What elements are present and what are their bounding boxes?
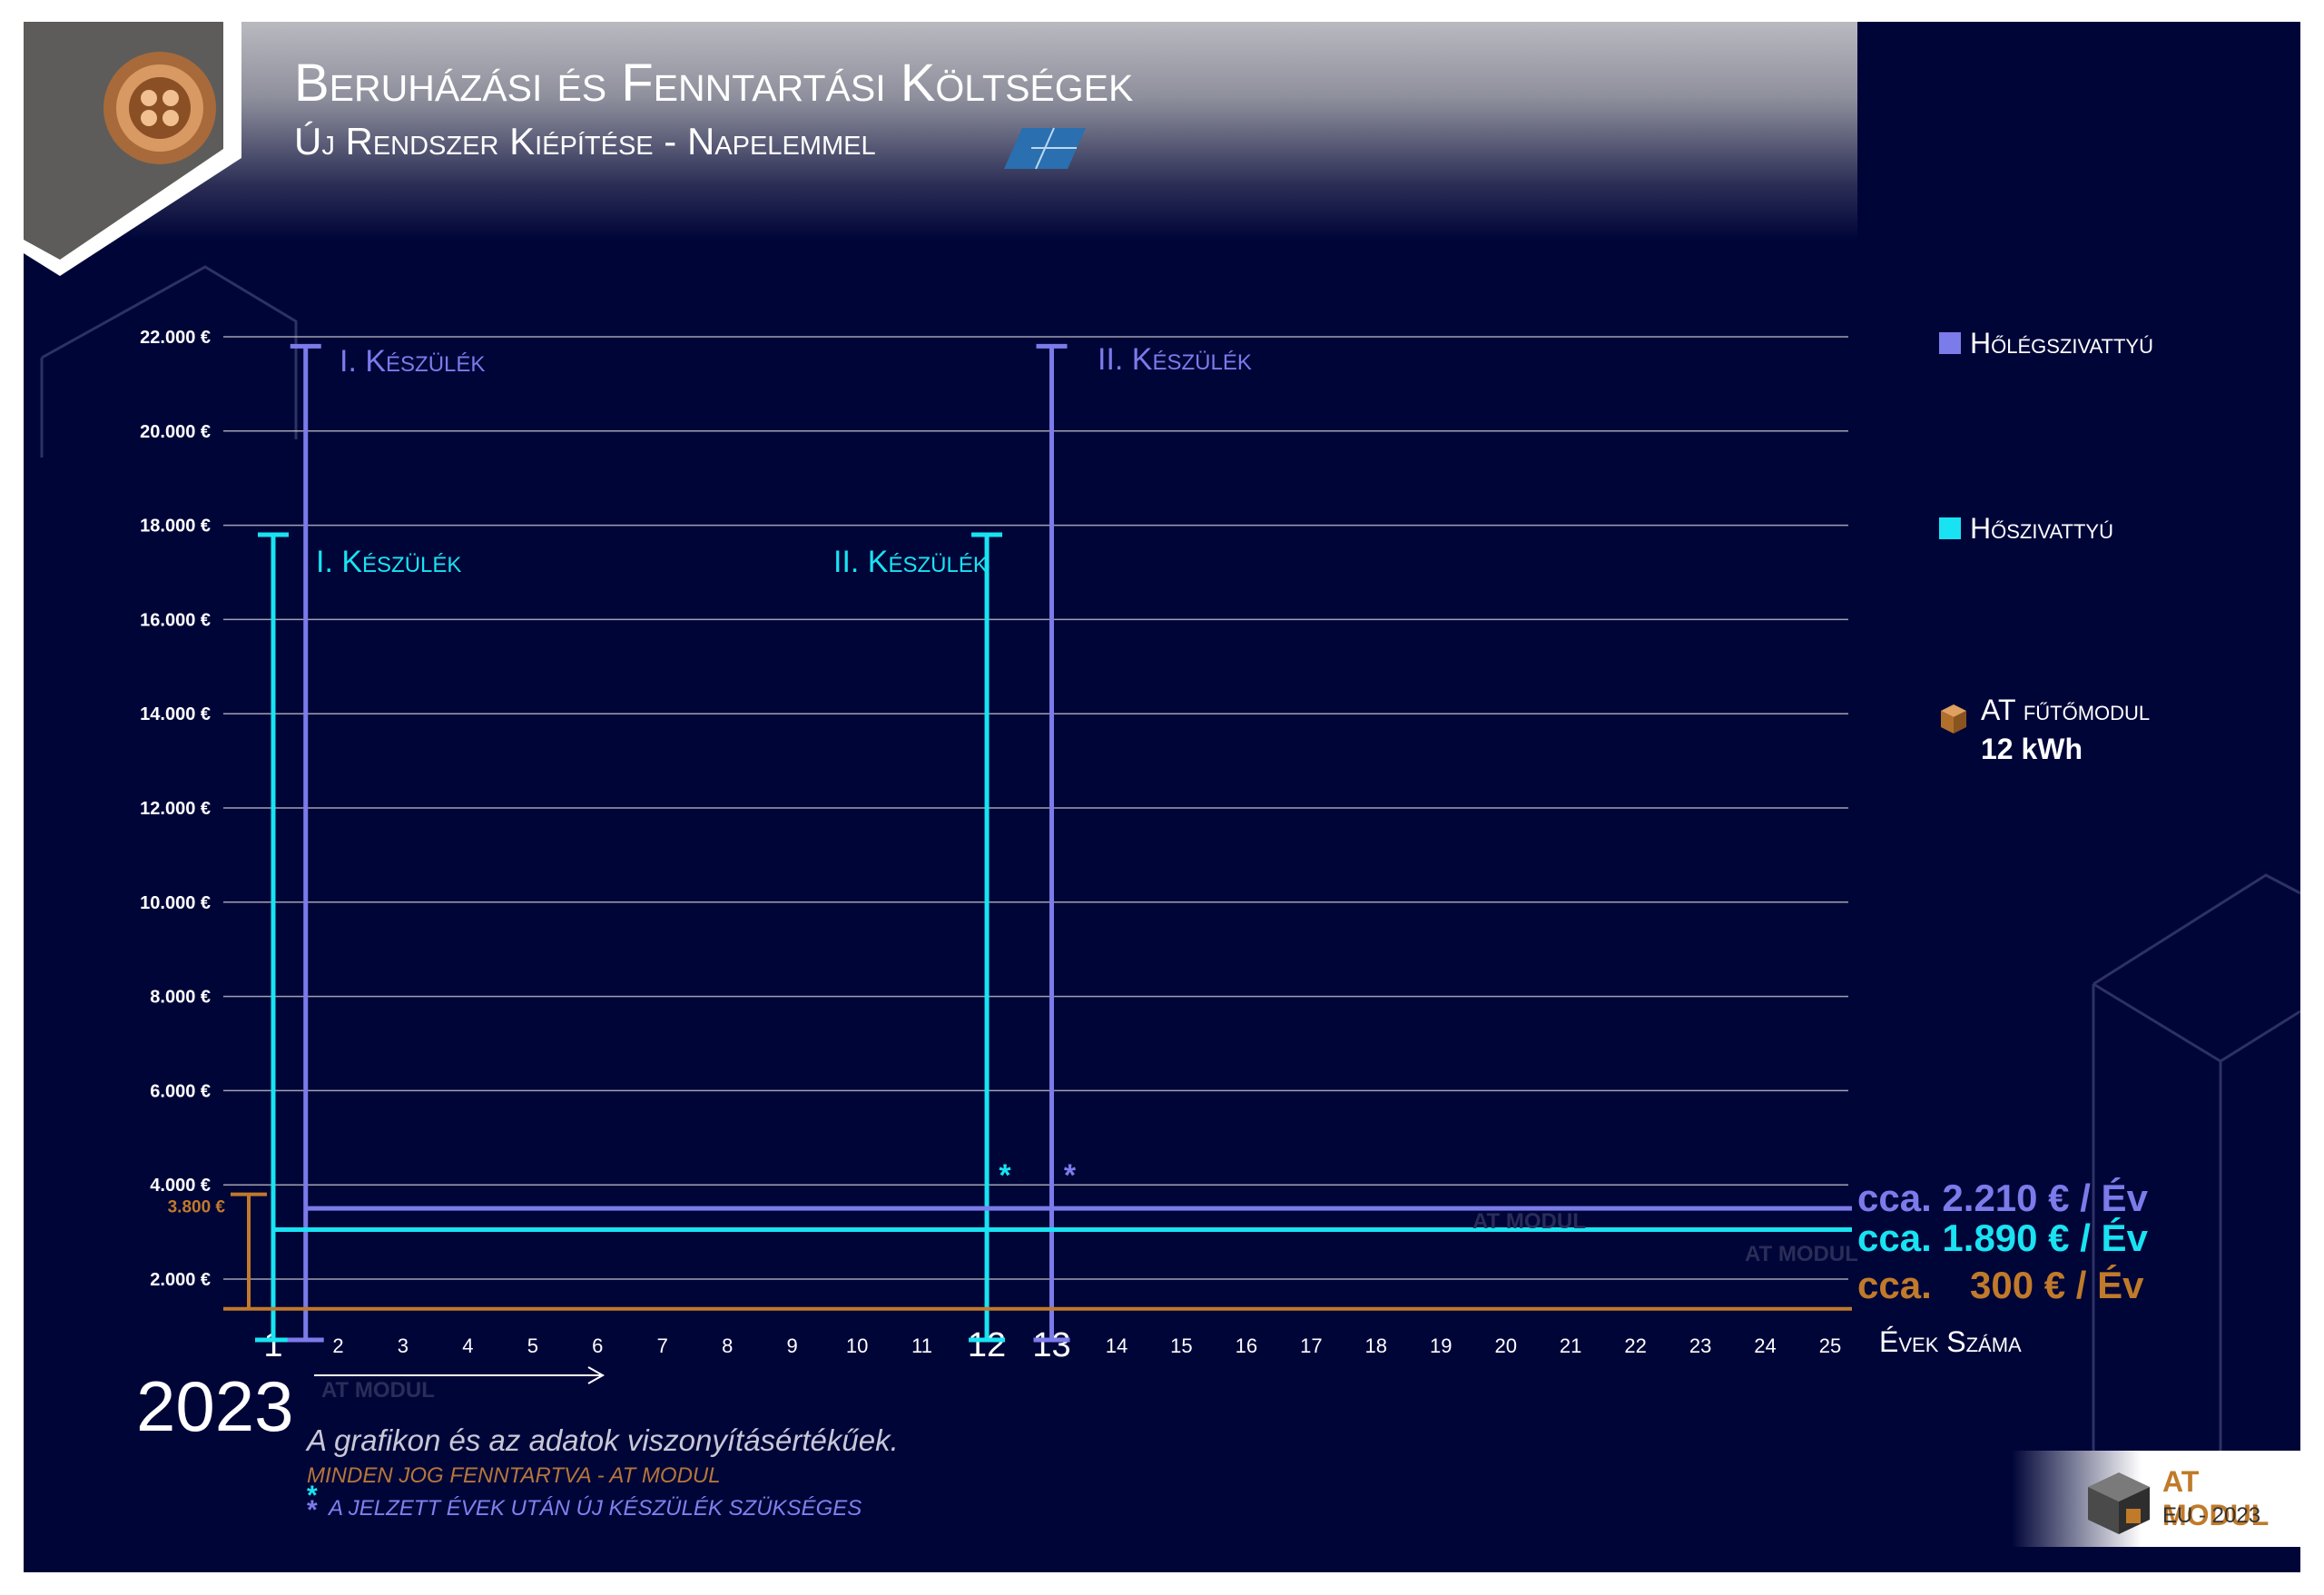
product-thumbnail [24,22,241,276]
logo-subtitle: EU - 2023 [2162,1503,2261,1528]
watermark: AT MODUL [1745,1242,1858,1266]
heat-pump-device-label: I. Készülék [316,545,461,579]
cost-heat-pump: cca. 1.890 € / Év [1857,1216,2148,1259]
at-module-value-label: 3.800 € [168,1198,226,1217]
start-year: 2023 [136,1366,294,1446]
x-tick-label: 9 [787,1334,798,1357]
legend-at-module-power: 12 kWh [1981,733,2083,765]
y-tick-label: 14.000 € [140,704,211,724]
air-pump-device-label: I. Készülék [340,344,485,379]
watermark: AT MODUL [321,1378,435,1403]
heat-pump-asterisk: * [999,1158,1011,1193]
x-tick-label: 14 [1106,1334,1128,1357]
watermark: AT MODUL [1472,1209,1586,1234]
y-tick-label: 10.000 € [140,893,211,913]
x-tick-label: 23 [1689,1334,1711,1357]
legend-at-module: AT fűtőmodul 12 kWh [1939,694,2150,766]
x-tick-label: 15 [1170,1334,1192,1357]
chart-frame: Beruházási és Fenntartási Költségek Új R… [24,22,2300,1572]
decor-cube-left [40,265,298,458]
air-pump-asterisk: * [1064,1158,1077,1193]
box-icon [1941,704,1966,734]
x-tick-label: 11 [911,1334,932,1357]
cost-at-prefix: cca. [1857,1264,1932,1306]
cost-at-module: 300 € / Év [1970,1264,2144,1306]
y-tick-label: 20.000 € [140,422,211,442]
x-tick-label: 3 [398,1334,409,1357]
chart-title: Beruházási és Fenntartási Költségek [294,54,1134,113]
legend-swatch-air-pump [1939,332,1961,354]
x-tick-label: 18 [1365,1334,1387,1357]
x-tick-label: 17 [1300,1334,1322,1357]
x-tick-label: 5 [527,1334,538,1357]
logo-panel [2012,1451,2300,1547]
decor-cube-right [2092,873,2300,1492]
heat-pump-device-label: II. Készülék [833,545,988,579]
legend-air-pump: Hőlégszivattyú [1939,327,2153,360]
asterisk-marker: * * [307,1481,318,1525]
solar-panel-icon [1004,127,1086,170]
y-tick-label: 2.000 € [150,1270,211,1290]
x-tick-label: 22 [1624,1334,1646,1357]
cost-air-pump: cca. 2.210 € / Év [1857,1177,2148,1219]
x-tick-label: 1 [263,1326,282,1364]
x-tick-label: 2 [332,1334,343,1357]
x-tick-label: 16 [1236,1334,1257,1357]
chart-subtitle: Új Rendszer Kiépítése - Napelemmel [294,120,876,162]
x-axis-title: Évek Száma [1879,1325,2022,1358]
x-tick-label: 24 [1754,1334,1776,1357]
x-tick-label: 19 [1430,1334,1452,1357]
legend-label-at-module: AT fűtőmodul [1981,694,2151,726]
y-tick-label: 16.000 € [140,610,211,630]
chart-svg: 2.000 € 4.000 € 6.000 € 8.000 € 10.000 € 12.0… [140,328,1852,1364]
legend-swatch-heat-pump [1939,517,1961,539]
y-tick-label: 8.000 € [150,988,211,1008]
y-tick-label: 6.000 € [150,1081,211,1101]
y-tick-label: 12.000 € [140,799,211,819]
asterisk-note: A JELZETT ÉVEK UTÁN ÚJ KÉSZÜLÉK SZÜKSÉGE… [329,1496,862,1521]
legend-label-heat-pump: Hőszivattyú [1970,512,2113,545]
air-pump-device-label: II. Készülék [1098,342,1252,377]
disclaimer-note: A grafikon és az adatok viszonyításérték… [307,1423,899,1457]
header-band [24,22,1857,240]
x-tick-label: 7 [657,1334,668,1357]
x-tick-label: 8 [722,1334,733,1357]
x-tick-label: 25 [1819,1334,1841,1357]
logo-name: AT MODUL [2162,1465,2270,1531]
x-tick-label: 20 [1494,1334,1516,1357]
copyright-note: MINDEN JOG FENNTARTVA - AT MODUL [307,1463,721,1488]
y-tick-label: 18.000 € [140,517,211,537]
x-tick-label: 6 [592,1334,603,1357]
x-tick-label: 21 [1560,1334,1581,1357]
legend-heat-pump: Hőszivattyú [1939,512,2113,546]
x-tick-label: 10 [846,1334,868,1357]
x-tick-label: 4 [462,1334,473,1357]
arrow-icon [314,1366,606,1384]
logo-cube-icon [2088,1472,2150,1534]
y-tick-label: 4.000 € [150,1176,211,1196]
legend-label-air-pump: Hőlégszivattyú [1970,327,2153,359]
y-tick-label: 22.000 € [140,328,211,348]
